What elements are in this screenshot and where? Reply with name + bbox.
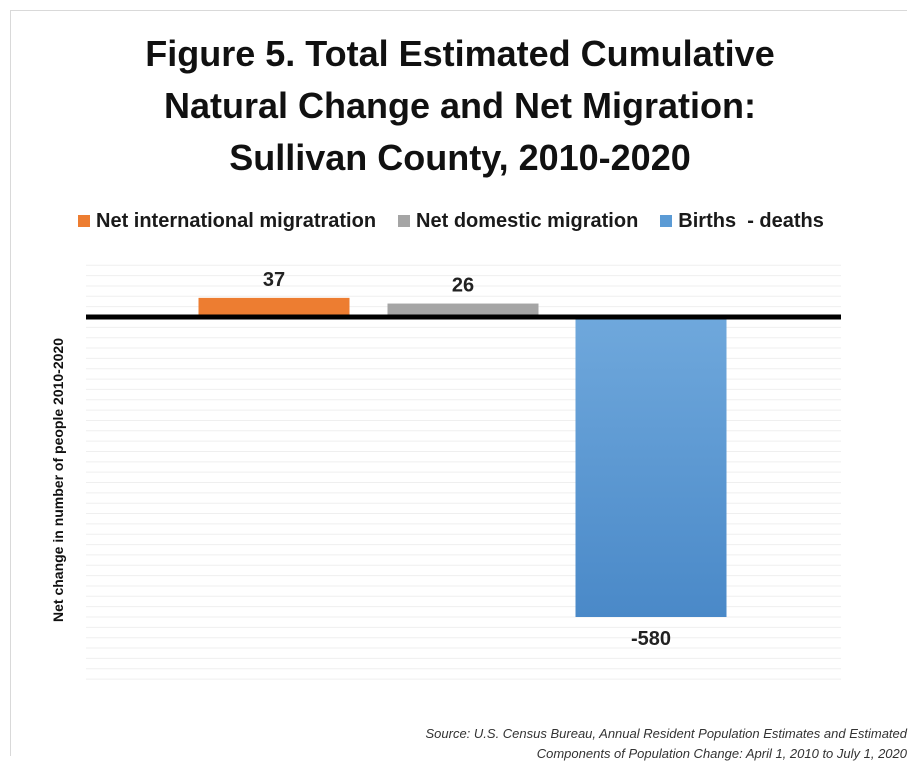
grid-lines: [86, 264, 841, 680]
legend-label-international: Net international migratration: [96, 209, 377, 232]
legend-item-international: Net international migratration: [78, 210, 376, 233]
bar-births-deaths: [575, 317, 727, 617]
bars: [198, 297, 727, 617]
data-label: 37: [263, 269, 285, 291]
data-labels: 37 26 -580: [263, 269, 671, 650]
data-label: 26: [452, 275, 474, 297]
legend-label-domestic: Net domestic migration: [416, 209, 639, 232]
chart-title-line-1: Figure 5. Total Estimated Cumulative: [145, 33, 775, 74]
source-note: Source: U.S. Census Bureau, Annual Resid…: [267, 724, 907, 764]
bar-international: [198, 297, 350, 317]
data-label: -580: [631, 628, 671, 650]
legend-item-domestic: Net domestic migration: [398, 210, 638, 233]
legend-swatch-births-deaths: [660, 215, 673, 227]
chart-frame: [10, 10, 907, 756]
chart-legend: Net international migratration Net domes…: [78, 208, 846, 234]
legend-swatch-international: [78, 215, 90, 227]
legend-item-births-deaths: Births - deaths: [660, 210, 824, 233]
source-line-2: Components of Population Change: April 1…: [536, 746, 907, 761]
chart-title-line-2: Natural Change and Net Migration:: [163, 85, 757, 126]
chart-title-line-3: Sullivan County, 2010-2020: [229, 137, 691, 178]
legend-label-births-deaths: Births - deaths: [678, 209, 824, 232]
source-line-1: Source: U.S. Census Bureau, Annual Resid…: [425, 726, 907, 741]
bar-domestic: [387, 303, 539, 317]
chart-title: Figure 5. Total Estimated Cumulative Nat…: [60, 28, 860, 184]
legend-swatch-domestic: [398, 215, 411, 227]
